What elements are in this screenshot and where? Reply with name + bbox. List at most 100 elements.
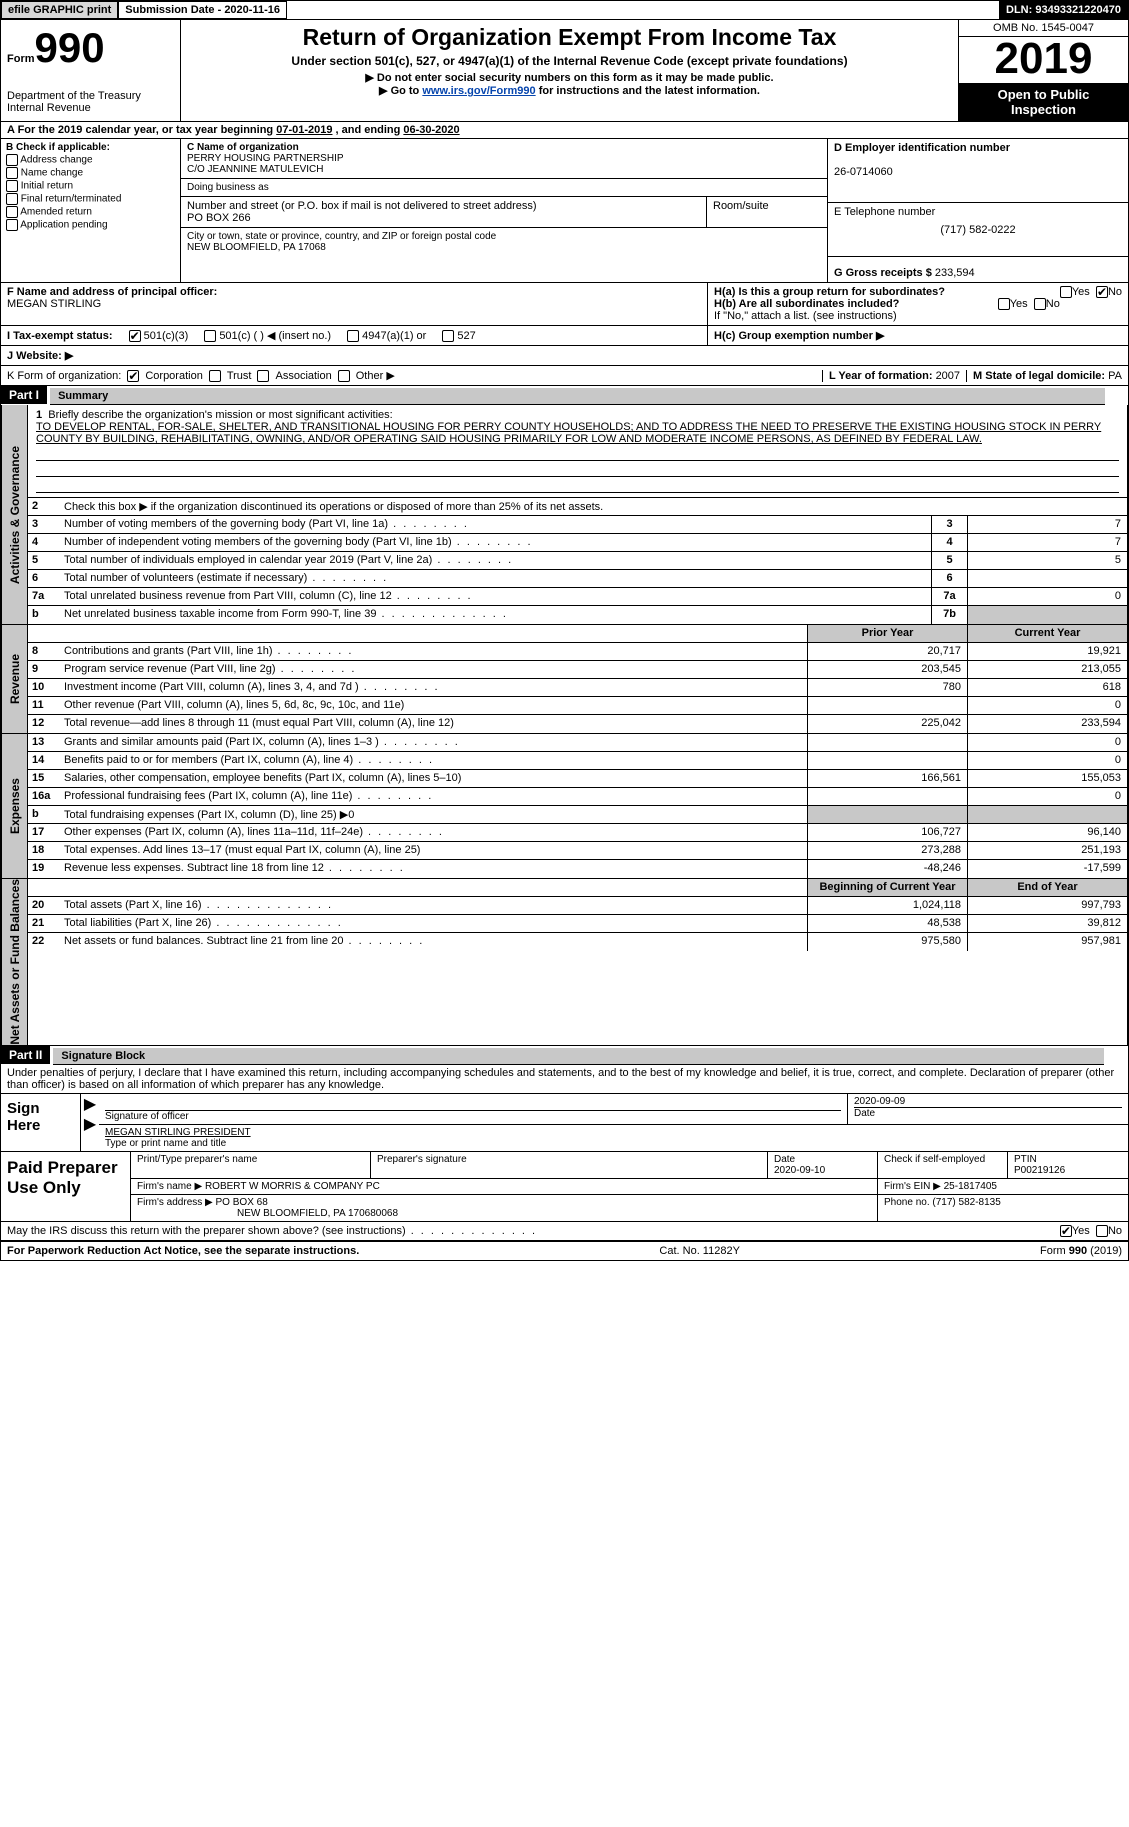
hb-no[interactable] bbox=[1034, 298, 1046, 310]
entity-info: B Check if applicable: Address change Na… bbox=[1, 139, 1128, 283]
ha-no[interactable] bbox=[1096, 286, 1108, 298]
hb-attach: If "No," attach a list. (see instruction… bbox=[714, 310, 1122, 322]
vert-exp: Expenses bbox=[2, 734, 28, 878]
ein-label: D Employer identification number bbox=[834, 142, 1010, 154]
line6-val bbox=[967, 570, 1127, 587]
section-deg: D Employer identification number 26-0714… bbox=[828, 139, 1128, 282]
line1-label: Briefly describe the organization's miss… bbox=[48, 409, 392, 421]
curr-year-hdr: Current Year bbox=[967, 625, 1127, 642]
cb-name-change[interactable]: Name change bbox=[6, 167, 175, 179]
telephone: (717) 582-0222 bbox=[834, 224, 1122, 236]
cb-app-pending[interactable]: Application pending bbox=[6, 219, 175, 231]
cb-other[interactable] bbox=[338, 370, 350, 382]
gross-receipts: 233,594 bbox=[935, 267, 975, 279]
topbar: efile GRAPHIC print Submission Date - 20… bbox=[1, 1, 1128, 20]
dba: Doing business as bbox=[181, 179, 827, 197]
declaration: Under penalties of perjury, I declare th… bbox=[1, 1065, 1128, 1094]
discuss-yes[interactable] bbox=[1060, 1225, 1072, 1237]
line9: Program service revenue (Part VIII, line… bbox=[60, 661, 807, 678]
sig-date-val: 2020-09-09 bbox=[854, 1096, 905, 1107]
form-label: Form bbox=[7, 53, 35, 65]
section-fh: F Name and address of principal officer:… bbox=[1, 283, 1128, 326]
line12: Total revenue—add lines 8 through 11 (mu… bbox=[60, 715, 807, 733]
firm-addr: PO BOX 68 bbox=[216, 1197, 268, 1208]
line15: Salaries, other compensation, employee b… bbox=[60, 770, 807, 787]
cb-4947[interactable] bbox=[347, 330, 359, 342]
line11: Other revenue (Part VIII, column (A), li… bbox=[60, 697, 807, 714]
line5-val: 5 bbox=[967, 552, 1127, 569]
line3: Number of voting members of the governin… bbox=[60, 516, 931, 533]
hb-label: H(b) Are all subordinates included? bbox=[714, 298, 899, 310]
line22: Net assets or fund balances. Subtract li… bbox=[60, 933, 807, 951]
cb-assoc[interactable] bbox=[257, 370, 269, 382]
cb-501c3[interactable] bbox=[129, 330, 141, 342]
officer-name: MEGAN STIRLING bbox=[7, 298, 101, 310]
firm-name: ROBERT W MORRIS & COMPANY PC bbox=[205, 1181, 380, 1192]
line6: Total number of volunteers (estimate if … bbox=[60, 570, 931, 587]
ptin: P00219126 bbox=[1014, 1165, 1065, 1176]
line7a: Total unrelated business revenue from Pa… bbox=[60, 588, 931, 605]
line7b-val bbox=[967, 606, 1127, 624]
sign-arrow-icon: ▶▶ bbox=[81, 1094, 99, 1151]
org-co: C/O JEANNINE MATULEVICH bbox=[187, 164, 324, 175]
submission-date: Submission Date - 2020-11-16 bbox=[118, 1, 287, 19]
period-mid: , and ending bbox=[332, 124, 403, 136]
ha-yes[interactable] bbox=[1060, 286, 1072, 298]
line16b: Total fundraising expenses (Part IX, col… bbox=[60, 806, 807, 823]
end-year-hdr: End of Year bbox=[967, 879, 1127, 896]
part1-header-row: Part I Summary bbox=[1, 386, 1128, 405]
no-ssn-notice: Do not enter social security numbers on … bbox=[189, 71, 950, 84]
year-formation-label: L Year of formation: bbox=[829, 370, 933, 382]
form-990-page: efile GRAPHIC print Submission Date - 20… bbox=[0, 0, 1129, 1261]
irs-link[interactable]: www.irs.gov/Form990 bbox=[422, 85, 535, 97]
domicile: PA bbox=[1108, 370, 1122, 382]
vert-na: Net Assets or Fund Balances bbox=[2, 879, 28, 1045]
cb-address-change[interactable]: Address change bbox=[6, 154, 175, 166]
form-num: 990 bbox=[35, 24, 105, 71]
prior-year-hdr: Prior Year bbox=[807, 625, 967, 642]
officer-printed-name: MEGAN STIRLING PRESIDENT bbox=[105, 1127, 251, 1138]
part2-header-row: Part II Signature Block bbox=[1, 1046, 1128, 1065]
line17: Other expenses (Part IX, column (A), lin… bbox=[60, 824, 807, 841]
form-header: Form990 Department of the Treasury Inter… bbox=[1, 20, 1128, 122]
phone-label: E Telephone number bbox=[834, 206, 935, 218]
prep-date: 2020-09-10 bbox=[774, 1165, 825, 1176]
firm-city: NEW BLOOMFIELD, PA 170680068 bbox=[237, 1208, 398, 1219]
cb-trust[interactable] bbox=[209, 370, 221, 382]
line2: Check this box ▶ if the organization dis… bbox=[60, 498, 1127, 515]
domicile-label: M State of legal domicile: bbox=[973, 370, 1105, 382]
hb-yes[interactable] bbox=[998, 298, 1010, 310]
check-self-employed: Check if self-employed bbox=[878, 1152, 1008, 1178]
sig-date-label: Date bbox=[854, 1107, 1122, 1119]
period-pre: A For the 2019 calendar year, or tax yea… bbox=[7, 124, 276, 136]
part2-hdr: Part II bbox=[1, 1046, 50, 1064]
cb-527[interactable] bbox=[442, 330, 454, 342]
efile-print-button[interactable]: efile GRAPHIC print bbox=[1, 1, 118, 19]
cb-corp[interactable] bbox=[127, 370, 139, 382]
discuss-label: May the IRS discuss this return with the… bbox=[7, 1225, 537, 1237]
ein: 26-0714060 bbox=[834, 166, 893, 178]
cb-final-return[interactable]: Final return/terminated bbox=[6, 193, 175, 205]
cb-amended[interactable]: Amended return bbox=[6, 206, 175, 218]
part2-title: Signature Block bbox=[53, 1048, 1104, 1065]
ha-label: H(a) Is this a group return for subordin… bbox=[714, 286, 945, 298]
line20: Total assets (Part X, line 16) bbox=[60, 897, 807, 914]
irs: Internal Revenue bbox=[7, 102, 174, 114]
city-state-zip: NEW BLOOMFIELD, PA 17068 bbox=[187, 242, 326, 253]
dept-treasury: Department of the Treasury bbox=[7, 90, 174, 102]
sign-here-block: Sign Here ▶▶ Signature of officer 2020-0… bbox=[1, 1094, 1128, 1152]
line13: Grants and similar amounts paid (Part IX… bbox=[60, 734, 807, 751]
section-c-area: C Name of organization PERRY HOUSING PAR… bbox=[181, 139, 828, 282]
cb-501c[interactable] bbox=[204, 330, 216, 342]
tax-period: A For the 2019 calendar year, or tax yea… bbox=[1, 122, 1128, 139]
line16a: Professional fundraising fees (Part IX, … bbox=[60, 788, 807, 805]
goto-pre: Go to bbox=[391, 85, 423, 97]
form-org-label: K Form of organization: bbox=[7, 370, 121, 382]
cb-initial-return[interactable]: Initial return bbox=[6, 180, 175, 192]
year-formation: 2007 bbox=[936, 370, 960, 382]
vert-ag: Activities & Governance bbox=[2, 405, 28, 624]
form-title: Return of Organization Exempt From Incom… bbox=[189, 24, 950, 51]
goto-post: for instructions and the latest informat… bbox=[536, 85, 760, 97]
line21: Total liabilities (Part X, line 26) bbox=[60, 915, 807, 932]
discuss-no[interactable] bbox=[1096, 1225, 1108, 1237]
